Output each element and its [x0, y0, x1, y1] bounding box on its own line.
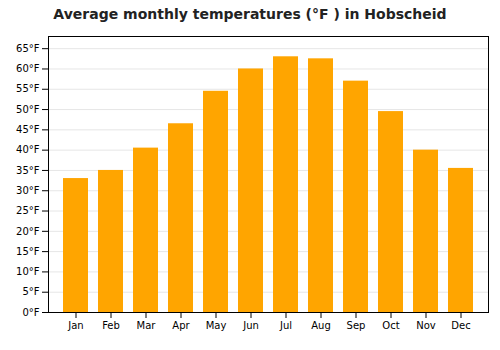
svg-text:Oct: Oct — [382, 320, 399, 331]
svg-text:Sep: Sep — [347, 320, 366, 331]
svg-text:Aug: Aug — [311, 320, 331, 331]
svg-text:25°F: 25°F — [16, 205, 40, 216]
html-text:Average monthly temperatures (: Average monthly temperatures (°F ) in Ho… — [53, 6, 447, 22]
svg-text:65°F: 65°F — [16, 43, 40, 54]
svg-text:55°F: 55°F — [16, 83, 40, 94]
svg-text:Jan: Jan — [67, 320, 83, 331]
svg-text:Nov: Nov — [416, 320, 436, 331]
svg-text:Dec: Dec — [451, 320, 470, 331]
svg-text:Feb: Feb — [102, 320, 120, 331]
svg-text:Jul: Jul — [279, 320, 292, 331]
svg-text:50°F: 50°F — [16, 104, 40, 115]
svg-text:30°F: 30°F — [16, 185, 40, 196]
svg-text:5°F: 5°F — [22, 286, 39, 297]
svg-text:45°F: 45°F — [16, 124, 40, 135]
svg-text:May: May — [206, 320, 227, 331]
svg-text:Apr: Apr — [172, 320, 190, 331]
svg-text:Jun: Jun — [242, 320, 259, 331]
svg-text:15°F: 15°F — [16, 246, 40, 257]
svg-text:40°F: 40°F — [16, 144, 40, 155]
svg-text:60°F: 60°F — [16, 63, 40, 74]
svg-text:Mar: Mar — [137, 320, 157, 331]
svg-text:10°F: 10°F — [16, 266, 40, 277]
svg-text:35°F: 35°F — [16, 165, 40, 176]
svg-text:0°F: 0°F — [22, 307, 39, 318]
svg-text:20°F: 20°F — [16, 226, 40, 237]
